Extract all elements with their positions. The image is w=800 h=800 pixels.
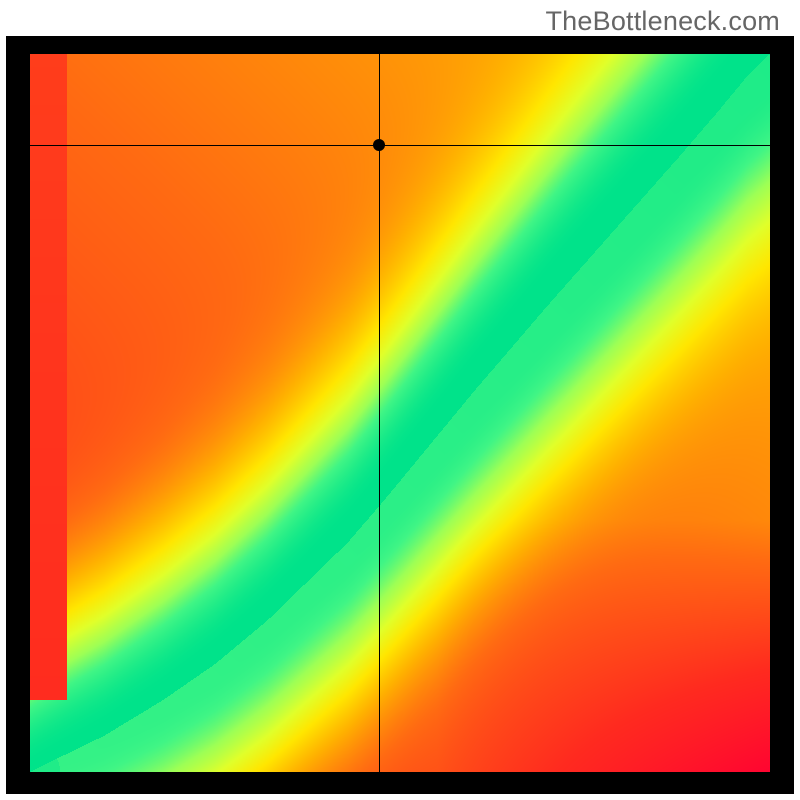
crosshair-dot	[373, 139, 385, 151]
plot-area	[30, 54, 770, 772]
crosshair-horizontal	[30, 145, 770, 146]
crosshair-vertical	[379, 54, 380, 772]
root: TheBottleneck.com	[0, 0, 800, 800]
plot-frame	[6, 36, 794, 794]
watermark-text: TheBottleneck.com	[545, 6, 780, 37]
heatmap-canvas	[30, 54, 770, 772]
